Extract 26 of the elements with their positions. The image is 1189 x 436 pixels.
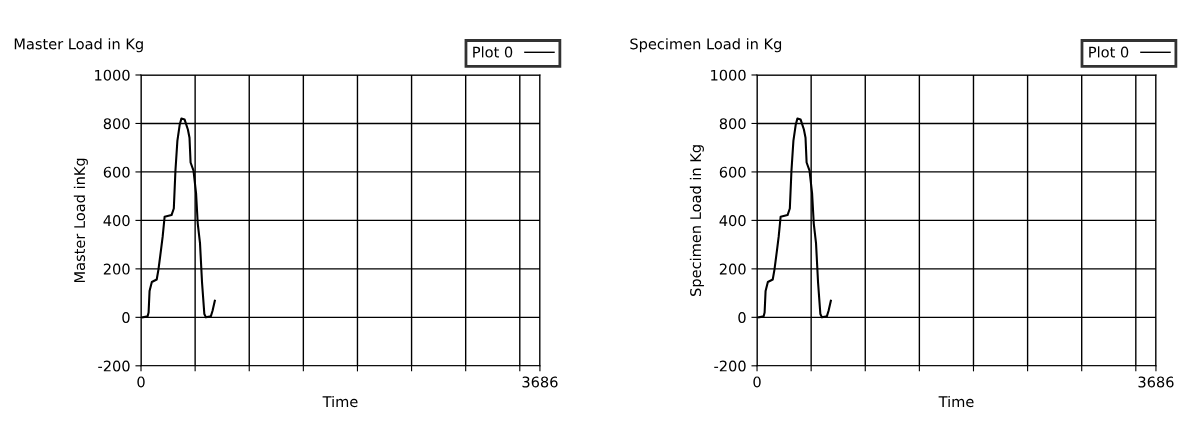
y-tick-label: 1000 bbox=[95, 69, 130, 81]
y-tick-label: 600 bbox=[719, 166, 746, 178]
x-tick-label: 0 bbox=[137, 376, 145, 388]
x-tick-label: 3686 bbox=[1138, 376, 1174, 388]
y-tick-label: 400 bbox=[719, 215, 746, 227]
x-axis-title: Time bbox=[938, 395, 974, 408]
y-tick-label: 0 bbox=[122, 312, 130, 324]
x-tick-label: 0 bbox=[753, 376, 761, 388]
legend-label: Plot 0 bbox=[1089, 46, 1129, 58]
x-tick-label: 3686 bbox=[522, 376, 558, 388]
legend-label: Plot 0 bbox=[473, 46, 513, 58]
y-tick-label: 600 bbox=[103, 166, 130, 178]
y-tick-label: 800 bbox=[719, 118, 746, 130]
y-tick-label: -200 bbox=[714, 360, 746, 372]
x-axis-title: Time bbox=[322, 395, 358, 408]
y-tick-label: 0 bbox=[738, 312, 746, 324]
y-tick-label: 400 bbox=[103, 215, 130, 227]
y-axis-title: Master Load inKg bbox=[73, 158, 88, 283]
y-tick-label: 200 bbox=[103, 263, 130, 275]
y-axis-title: Specimen Load in Kg bbox=[689, 145, 704, 296]
y-tick-label: -200 bbox=[98, 360, 130, 372]
y-tick-label: 800 bbox=[103, 118, 130, 130]
y-tick-label: 200 bbox=[719, 263, 746, 275]
chart-title: Specimen Load in Kg bbox=[630, 38, 782, 53]
chart-title: Master Load in Kg bbox=[14, 38, 143, 53]
y-tick-label: 1000 bbox=[711, 69, 746, 81]
